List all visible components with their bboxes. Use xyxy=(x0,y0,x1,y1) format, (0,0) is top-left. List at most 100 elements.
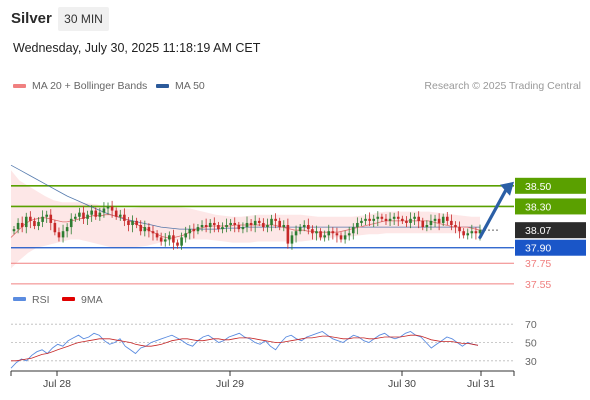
rsi-series-9ma xyxy=(11,334,479,362)
candle-body xyxy=(86,214,89,219)
candle-body xyxy=(53,222,57,233)
candle-body xyxy=(123,214,126,221)
candle-body xyxy=(470,231,474,234)
candle-body xyxy=(229,222,232,226)
candle-body xyxy=(188,229,192,234)
candle-body xyxy=(409,218,412,223)
legend-ma50: MA 50 xyxy=(156,80,205,92)
candle-body xyxy=(118,214,122,217)
candle-body xyxy=(249,222,253,226)
candle-body xyxy=(462,231,465,236)
candle-body xyxy=(106,206,110,209)
candle-body xyxy=(327,231,331,236)
candle-body xyxy=(343,235,347,240)
ma50-line xyxy=(10,164,480,230)
candle-body xyxy=(282,225,286,228)
candle-body xyxy=(323,235,326,238)
x-tick-label: Jul 31 xyxy=(467,378,495,390)
level-tag-38.30 xyxy=(515,198,586,215)
candle-body xyxy=(29,216,32,221)
candle-body xyxy=(245,222,249,228)
ma20-swatch xyxy=(13,84,26,89)
candle-body xyxy=(388,218,392,221)
candle-body xyxy=(253,220,257,226)
candle-body xyxy=(286,225,290,244)
x-tick-label: Jul 30 xyxy=(388,378,416,390)
last-price-label: 38.07 xyxy=(525,225,551,237)
candle-body xyxy=(69,218,73,228)
candle-body xyxy=(155,233,159,238)
candle-body xyxy=(405,220,408,223)
candle-body xyxy=(466,233,470,236)
candle-body xyxy=(474,231,478,234)
candle-body xyxy=(45,214,49,217)
rsi-series-rsi xyxy=(10,330,479,369)
candle-body xyxy=(208,222,212,228)
candle-body xyxy=(384,218,388,221)
candle-body xyxy=(302,225,306,228)
last-price-tag xyxy=(515,222,586,239)
candle-body xyxy=(433,218,437,221)
candle-body xyxy=(339,235,343,240)
candle-body xyxy=(163,239,167,242)
level-label-38.30: 38.30 xyxy=(525,201,551,213)
candle-body xyxy=(335,233,339,236)
candle-body xyxy=(82,212,85,219)
legend-ma50-label: MA 50 xyxy=(175,80,205,92)
forecast-arrow-shaft xyxy=(478,188,508,239)
candle-body xyxy=(319,231,322,238)
candle-body xyxy=(417,216,420,221)
candle-body xyxy=(114,210,118,217)
candle-body xyxy=(192,229,196,232)
candle-body xyxy=(20,222,24,228)
candle-body xyxy=(262,222,265,228)
candle-body xyxy=(441,216,445,223)
candle-body xyxy=(221,227,224,230)
candle-body xyxy=(12,229,16,232)
candle-body xyxy=(176,242,179,246)
candle-body xyxy=(315,231,318,234)
candle-body xyxy=(278,220,282,228)
candle-body xyxy=(135,220,138,226)
candle-body xyxy=(380,216,384,219)
candle-body xyxy=(49,214,53,223)
candle-body xyxy=(237,225,241,230)
candle-body xyxy=(204,225,208,228)
candle-body xyxy=(33,220,36,227)
candle-body xyxy=(196,227,200,232)
x-tick-label: Jul 28 xyxy=(43,378,71,390)
candle-body xyxy=(74,216,77,219)
candle-body xyxy=(168,235,171,240)
chart-datetime: Wednesday, July 30, 2025 11:18:19 AM CET xyxy=(13,41,261,55)
candle-body xyxy=(172,235,175,243)
rsi-tick-50: 50 xyxy=(525,338,537,350)
candle-body xyxy=(37,221,40,227)
level-label-38.50: 38.50 xyxy=(525,181,551,193)
candle-body xyxy=(94,210,98,217)
candle-body xyxy=(421,220,425,228)
ma9-legend-swatch xyxy=(62,297,75,301)
candle-body xyxy=(24,216,28,228)
level-label-37.55: 37.55 xyxy=(525,279,551,291)
candle-body xyxy=(360,220,363,223)
candle-body xyxy=(458,227,461,232)
candle-body xyxy=(102,208,106,213)
candle-body xyxy=(151,231,155,234)
candle-body xyxy=(241,227,245,230)
candle-body xyxy=(57,232,61,238)
candle-body xyxy=(180,237,183,246)
candle-body xyxy=(401,218,404,221)
legend-ma20-label: MA 20 + Bollinger Bands xyxy=(32,80,148,92)
candle-body xyxy=(266,225,269,228)
candle-body xyxy=(212,222,216,226)
rsi-legend-swatch xyxy=(13,297,26,301)
candle-body xyxy=(307,225,310,230)
x-tick-label: Jul 29 xyxy=(216,378,244,390)
candle-body xyxy=(65,227,69,232)
candle-body xyxy=(110,206,114,211)
candle-body xyxy=(351,227,355,234)
candle-body xyxy=(147,227,151,232)
candle-body xyxy=(270,218,273,226)
level-tag-37.90 xyxy=(515,239,586,256)
timeframe-button[interactable]: 30 MIN xyxy=(58,7,109,31)
